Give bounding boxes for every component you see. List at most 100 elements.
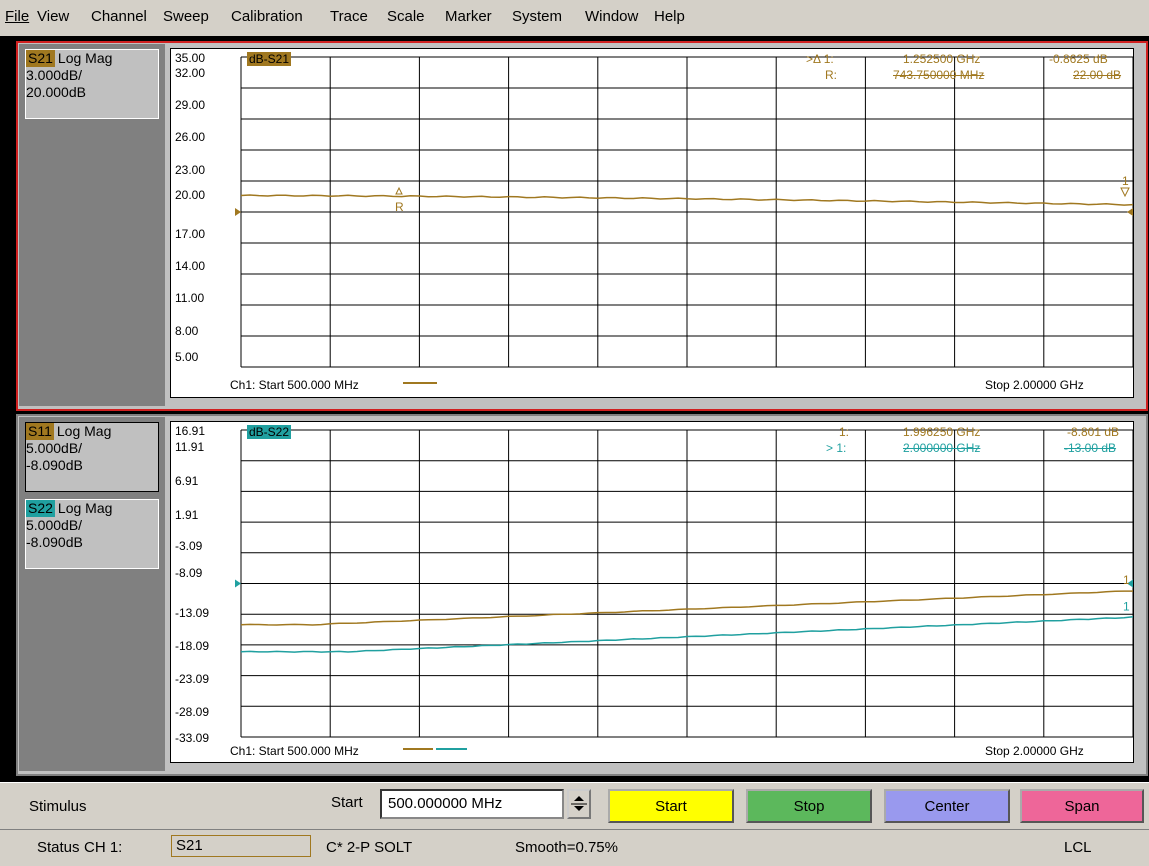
trace-name: S11 <box>26 423 54 440</box>
y-tick: 11.91 <box>175 440 205 454</box>
y-tick: 29.00 <box>175 98 206 112</box>
trace-list-2: S11 Log Mag 5.000dB/ -8.090dB S22 Log Mag … <box>19 417 165 771</box>
s22-trace <box>240 616 1133 653</box>
marker-1-label: 1 <box>1122 174 1129 188</box>
marker-1-label: 1 <box>1123 573 1130 587</box>
marker-1-label: 1 <box>1123 600 1130 614</box>
trace-ref: -8.090dB <box>26 457 83 473</box>
marker-freq: 2.000000 GHz <box>903 441 981 455</box>
trace-ref: 20.000dB <box>26 84 86 100</box>
y-tick: -33.09 <box>175 731 210 745</box>
trace-box-s22[interactable]: S22 Log Mag 5.000dB/ -8.090dB <box>25 499 159 569</box>
ref-level-marker <box>235 208 241 216</box>
y-tick: 6.91 <box>175 474 199 488</box>
trace-tag: dB-S22 <box>247 425 292 439</box>
marker-label: > 1: <box>826 441 847 455</box>
trace-scale: 3.000dB/ <box>26 67 83 83</box>
y-tick: -3.09 <box>175 539 203 553</box>
start-label: Ch1: Start 500.000 MHz <box>230 744 359 758</box>
trace-scale: 5.000dB/ <box>26 440 83 456</box>
chart-svg-2: 11 <box>235 429 1133 750</box>
marker-value: -13.00 dB <box>1064 441 1117 455</box>
ref-marker-value: 22.00 dB <box>1073 68 1122 82</box>
marker-freq: 1.996250 GHz <box>903 425 981 439</box>
y-tick: 14.00 <box>175 259 206 273</box>
center-button[interactable]: Center <box>884 789 1010 823</box>
trace-name: S21 <box>26 50 55 67</box>
y-tick: 23.00 <box>175 163 206 177</box>
start-frequency-input[interactable]: 500.000000 MHz <box>380 789 564 819</box>
trace-list-1: S21 Log Mag 3.000dB/ 20.000dB <box>19 44 165 406</box>
span-button[interactable]: Span <box>1020 789 1144 823</box>
menu-calibration[interactable]: Calibration <box>231 8 303 25</box>
marker-label: >Δ 1: <box>806 52 834 66</box>
frequency-spinner[interactable] <box>567 789 591 819</box>
ref-marker-label: R: <box>825 68 837 82</box>
start-button[interactable]: Start <box>608 789 734 823</box>
channel-window-2[interactable]: S11 Log Mag 5.000dB/ -8.090dB S22 Log Mag … <box>16 414 1148 776</box>
menu-scale[interactable]: Scale <box>387 8 425 25</box>
y-tick: 20.00 <box>175 188 206 202</box>
ref-level-marker <box>1127 208 1133 216</box>
marker-1-triangle <box>1120 187 1130 198</box>
y-tick: -8.09 <box>175 566 203 580</box>
menu-bar: File View Channel Sweep Calibration Trac… <box>0 0 1149 37</box>
y-tick: 35.00 <box>175 51 206 65</box>
stop-label: Stop 2.00000 GHz <box>985 744 1084 758</box>
trace-format: Log Mag <box>57 50 113 66</box>
status-cal: C* 2-P SOLT <box>326 839 413 856</box>
trace-ref: -8.090dB <box>26 534 83 550</box>
status-mode: LCL <box>1064 839 1092 856</box>
ref-marker-freq: 743.750000 MHz <box>893 68 985 82</box>
marker-value: -0.8625 dB <box>1049 52 1108 66</box>
y-tick: -13.09 <box>175 606 210 620</box>
menu-system[interactable]: System <box>512 8 563 25</box>
stimulus-label: Stimulus <box>29 798 87 815</box>
trace-box-s21[interactable]: S21 Log Mag 3.000dB/ 20.000dB <box>25 49 159 119</box>
y-tick: 26.00 <box>175 130 206 144</box>
ref-level-marker <box>1127 579 1133 588</box>
status-channel: CH 1: <box>84 839 123 856</box>
stop-button[interactable]: Stop <box>746 789 872 823</box>
s11-trace <box>240 590 1133 626</box>
y-tick: 11.00 <box>175 291 205 305</box>
y-tick: 1.91 <box>175 508 199 522</box>
menu-sweep[interactable]: Sweep <box>163 8 209 25</box>
menu-marker[interactable]: Marker <box>445 8 492 25</box>
start-field-label: Start <box>331 794 363 811</box>
trace-name: S22 <box>26 500 55 517</box>
ref-level-marker <box>235 579 241 588</box>
trace-format: Log Mag <box>56 423 112 439</box>
trace-box-s11[interactable]: S11 Log Mag 5.000dB/ -8.090dB <box>25 422 159 492</box>
ref-marker-label: R <box>395 200 404 214</box>
menu-window[interactable]: Window <box>585 8 639 25</box>
start-label: Ch1: Start 500.000 MHz <box>230 378 359 392</box>
status-bar: Status CH 1: S21 C* 2-P SOLT Smooth=0.75… <box>0 829 1149 866</box>
menu-view[interactable]: View <box>37 8 70 25</box>
y-tick: 5.00 <box>175 350 199 364</box>
stimulus-bar: Stimulus Start 500.000000 MHz Start Stop… <box>0 782 1149 829</box>
marker-value: -8.801 dB <box>1067 425 1120 439</box>
y-tick: 16.91 <box>175 424 206 438</box>
y-tick: 8.00 <box>175 324 199 338</box>
trace-tag: dB-S21 <box>247 52 292 66</box>
chart-svg-1: R1 <box>235 56 1133 384</box>
marker-label: 1: <box>839 425 850 439</box>
status-label: Status <box>37 839 80 856</box>
trace-scale: 5.000dB/ <box>26 517 83 533</box>
y-tick: 17.00 <box>175 227 206 241</box>
menu-help[interactable]: Help <box>654 8 685 25</box>
menu-channel[interactable]: Channel <box>91 8 147 25</box>
y-tick: -28.09 <box>175 705 210 719</box>
spinner-arrows-icon <box>571 796 587 811</box>
ref-marker-triangle <box>395 186 403 195</box>
y-tick: -18.09 <box>175 639 210 653</box>
marker-freq: 1.252500 GHz <box>903 52 981 66</box>
menu-file[interactable]: File <box>5 8 30 25</box>
stop-label: Stop 2.00000 GHz <box>985 378 1084 392</box>
trace-format: Log Mag <box>57 500 113 516</box>
menu-trace[interactable]: Trace <box>330 8 368 25</box>
